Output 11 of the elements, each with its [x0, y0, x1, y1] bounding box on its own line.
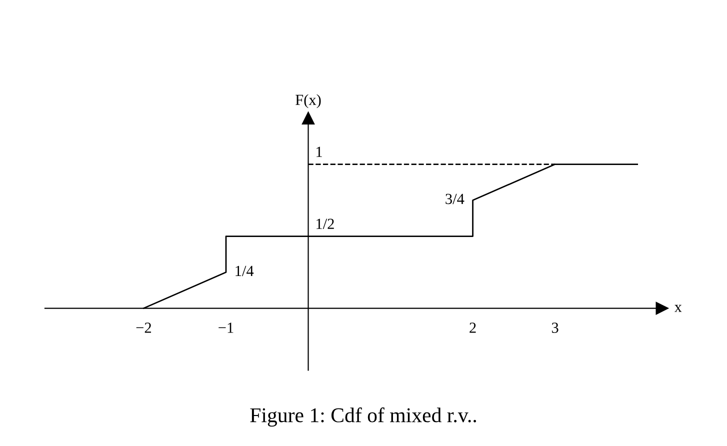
x-tick-label: −1	[218, 322, 234, 333]
annotation: 1	[316, 146, 322, 157]
annotation: 3/4	[446, 194, 464, 204]
y-axis-title: F(x)	[296, 94, 321, 108]
caption: Figure 1: Cdf of mixed r.v..	[250, 407, 476, 427]
annotation: 1/2	[316, 218, 334, 229]
x-axis-title: x	[674, 304, 682, 312]
x-tick-label: 3	[552, 322, 558, 333]
x-tick-label: 2	[470, 322, 476, 333]
x-tick-label: −2	[136, 322, 152, 333]
annotation: 1/4	[236, 266, 254, 276]
